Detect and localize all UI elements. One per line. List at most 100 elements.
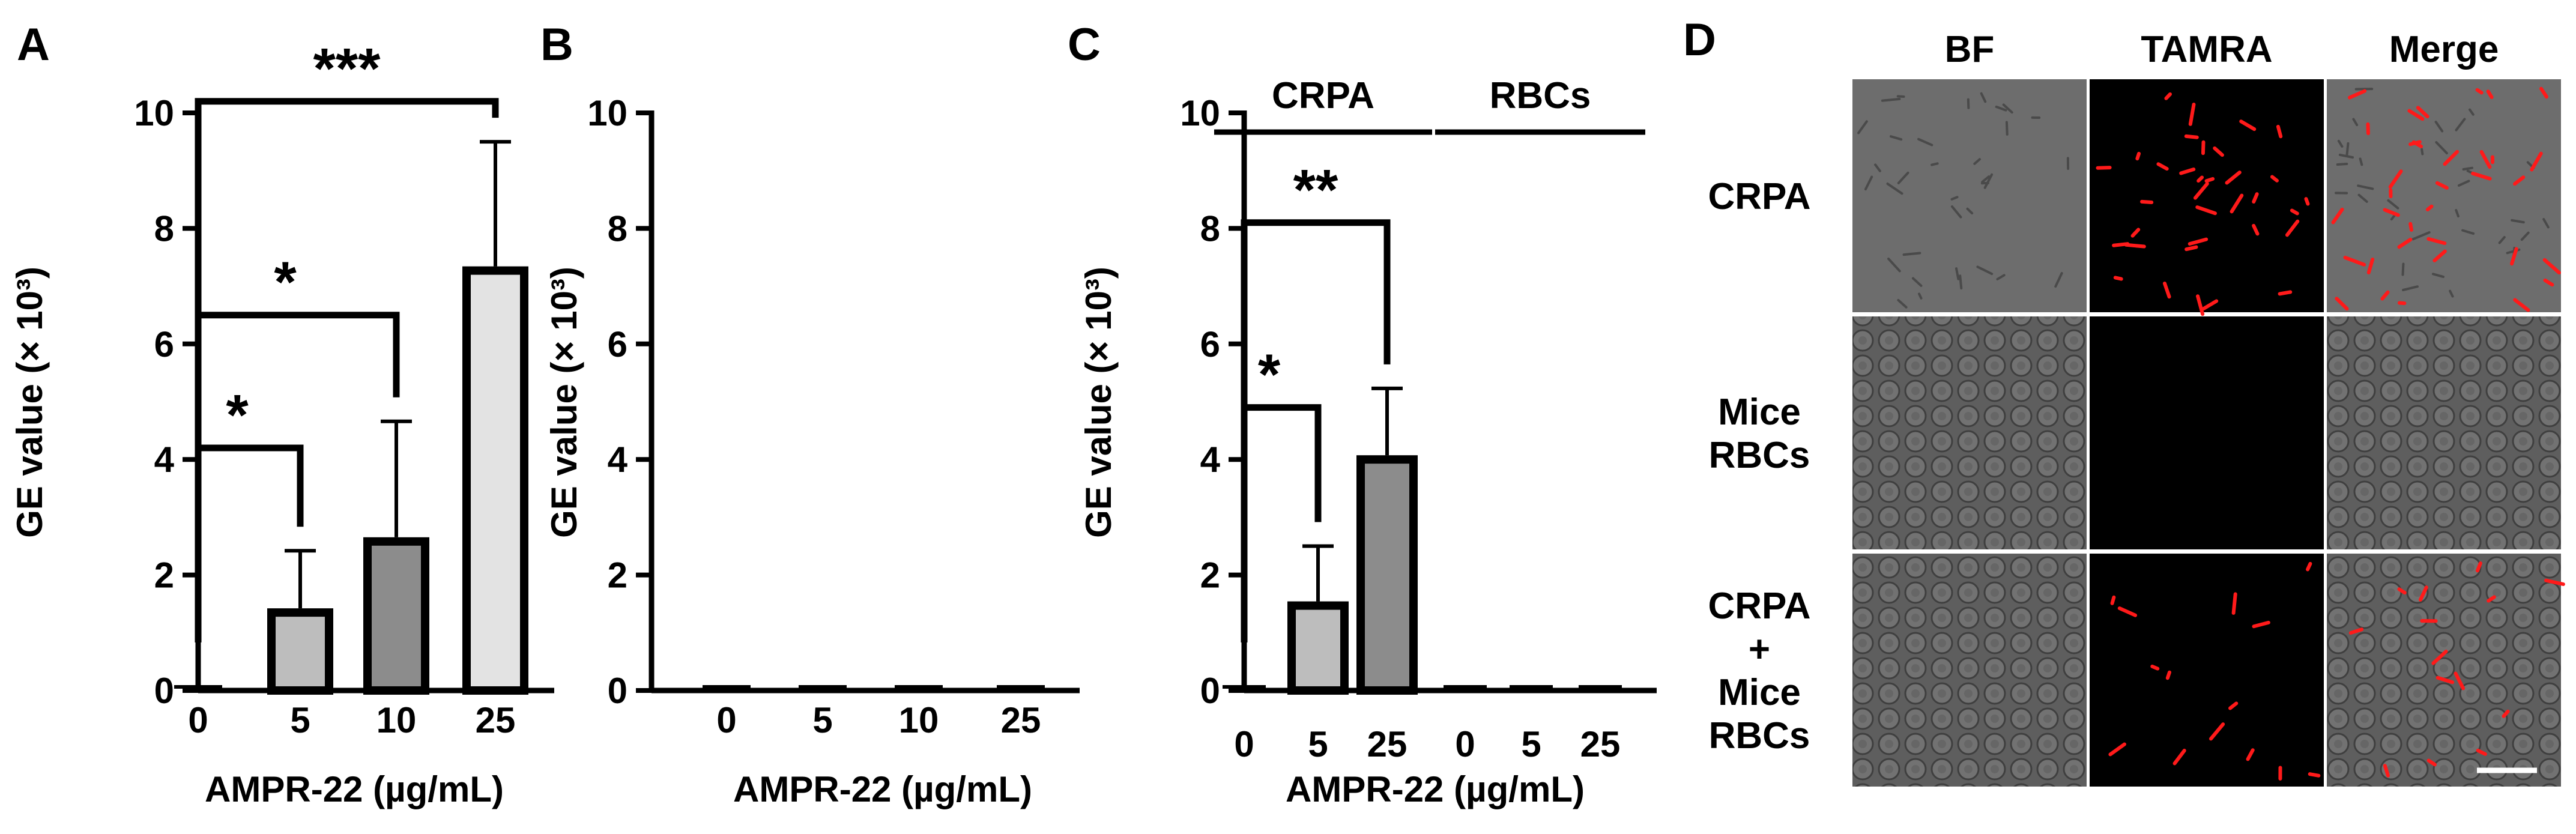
micrograph-bf: [1852, 316, 2087, 549]
bacterium-mark: [2203, 142, 2204, 153]
panel-letter-d: D: [1683, 14, 1716, 65]
bacterium-mark: [2410, 224, 2411, 230]
bacterium-bf-mark: [1904, 253, 1920, 255]
row-label: CRPA: [1708, 176, 1810, 217]
bacterium-bf-mark: [1882, 99, 1900, 101]
bar: [1361, 459, 1413, 690]
bacterium-bf-mark: [1898, 96, 1904, 97]
bacterium-bf-mark: [1960, 276, 1961, 288]
row-label: RBCs: [1709, 435, 1810, 476]
micrograph-bf: [1852, 554, 2087, 787]
bacterium-mark: [2306, 199, 2308, 204]
panel-letter-b: B: [540, 19, 573, 70]
bacterium-mark: [2278, 127, 2281, 136]
y-tick-label: 0: [154, 671, 174, 711]
significance-label: *: [274, 250, 297, 315]
y-tick-label: 10: [1180, 93, 1220, 133]
x-axis-label: AMPR-22 (µg/mL): [733, 769, 1032, 809]
bacterium-mark: [2207, 179, 2213, 181]
bacterium-bf-mark: [2347, 144, 2348, 155]
panel-letter-c: C: [1068, 19, 1101, 70]
bacterium-mark: [2186, 136, 2197, 137]
x-tick-label: 5: [290, 700, 310, 740]
bacterium-mark: [2152, 666, 2157, 669]
x-tick-label: 0: [1455, 724, 1475, 764]
x-tick-label: 0: [188, 700, 208, 740]
y-tick-label: 0: [1200, 671, 1220, 711]
bar: [367, 542, 425, 690]
y-tick-label: 8: [1200, 208, 1220, 249]
y-tick-label: 4: [154, 440, 175, 480]
bacterium-mark: [2310, 774, 2319, 776]
bacterium-mark: [2280, 292, 2291, 294]
x-tick-label: 10: [899, 700, 939, 740]
row-label: +: [1749, 629, 1770, 670]
panel-letter-a: A: [17, 19, 50, 70]
micrograph-tamra: [2090, 554, 2324, 787]
significance-label: ***: [313, 37, 381, 101]
micrograph-image: [2090, 316, 2324, 549]
micrograph-merge: [2327, 554, 2563, 787]
bacterium-mark: [2428, 207, 2432, 210]
bacterium-bf-mark: [2464, 168, 2472, 169]
micrograph-tamra: [2090, 316, 2324, 549]
bacterium-mark: [2478, 90, 2482, 93]
bacterium-mark: [2234, 594, 2236, 613]
micrograph-merge: [2327, 316, 2561, 549]
micrograph-image: [1852, 316, 2087, 549]
x-tick-label: 25: [1367, 724, 1407, 764]
x-tick-label: 5: [1521, 724, 1541, 764]
row-label: Mice: [1718, 672, 1801, 713]
bar: [271, 612, 329, 690]
bacterium-mark: [2112, 597, 2114, 603]
micrograph-tamra: [2090, 79, 2324, 314]
significance-bracket: [198, 101, 495, 642]
x-tick-label: 5: [1308, 724, 1328, 764]
bacterium-mark: [2308, 564, 2310, 570]
significance-label: **: [1293, 158, 1338, 222]
column-header: TAMRA: [2141, 29, 2272, 70]
y-tick-label: 2: [154, 555, 174, 596]
y-axis-label: GE value (× 10³): [10, 267, 50, 538]
row-label: Mice: [1718, 391, 1801, 433]
bacterium-mark: [2114, 244, 2127, 246]
x-tick-label: 0: [716, 700, 736, 740]
y-axis-label: GE value (× 10³): [1078, 267, 1119, 538]
y-axis-label: GE value (× 10³): [544, 267, 584, 538]
bacterium-bf-mark: [2338, 164, 2347, 165]
y-tick-label: 0: [608, 671, 627, 711]
row-label: RBCs: [1709, 715, 1810, 757]
y-tick-label: 6: [1200, 324, 1220, 364]
bacterium-mark: [2168, 672, 2169, 678]
significance-label: *: [1258, 343, 1281, 407]
group-label: CRPA: [1272, 75, 1374, 116]
bacterium-bf-mark: [2360, 159, 2362, 165]
y-tick-label: 8: [154, 208, 174, 249]
bacterium-bf-mark: [1968, 100, 1969, 108]
x-tick-label: 25: [1001, 700, 1041, 740]
x-tick-label: 25: [476, 700, 516, 740]
micrograph-image: [2090, 554, 2324, 787]
x-axis-label: AMPR-22 (µg/mL): [1286, 769, 1585, 809]
row-label: CRPA: [1708, 585, 1810, 627]
y-tick-label: 10: [587, 93, 627, 133]
x-tick-label: 25: [1580, 724, 1621, 764]
y-tick-label: 6: [608, 324, 627, 364]
micrograph-merge: [2327, 79, 2561, 312]
y-tick-label: 8: [608, 208, 627, 249]
y-tick-label: 2: [608, 555, 627, 596]
bacterium-bf-mark: [2403, 264, 2404, 274]
group-label: RBCs: [1490, 75, 1591, 116]
y-tick-label: 10: [134, 93, 174, 133]
x-tick-label: 5: [812, 700, 832, 740]
y-tick-label: 4: [1200, 440, 1221, 480]
x-axis-label: AMPR-22 (µg/mL): [205, 769, 504, 809]
micrograph-image: [2327, 316, 2561, 549]
significance-label: *: [226, 383, 249, 447]
micrograph-image: [2327, 554, 2561, 787]
y-tick-label: 6: [154, 324, 174, 364]
bar: [1292, 606, 1344, 690]
